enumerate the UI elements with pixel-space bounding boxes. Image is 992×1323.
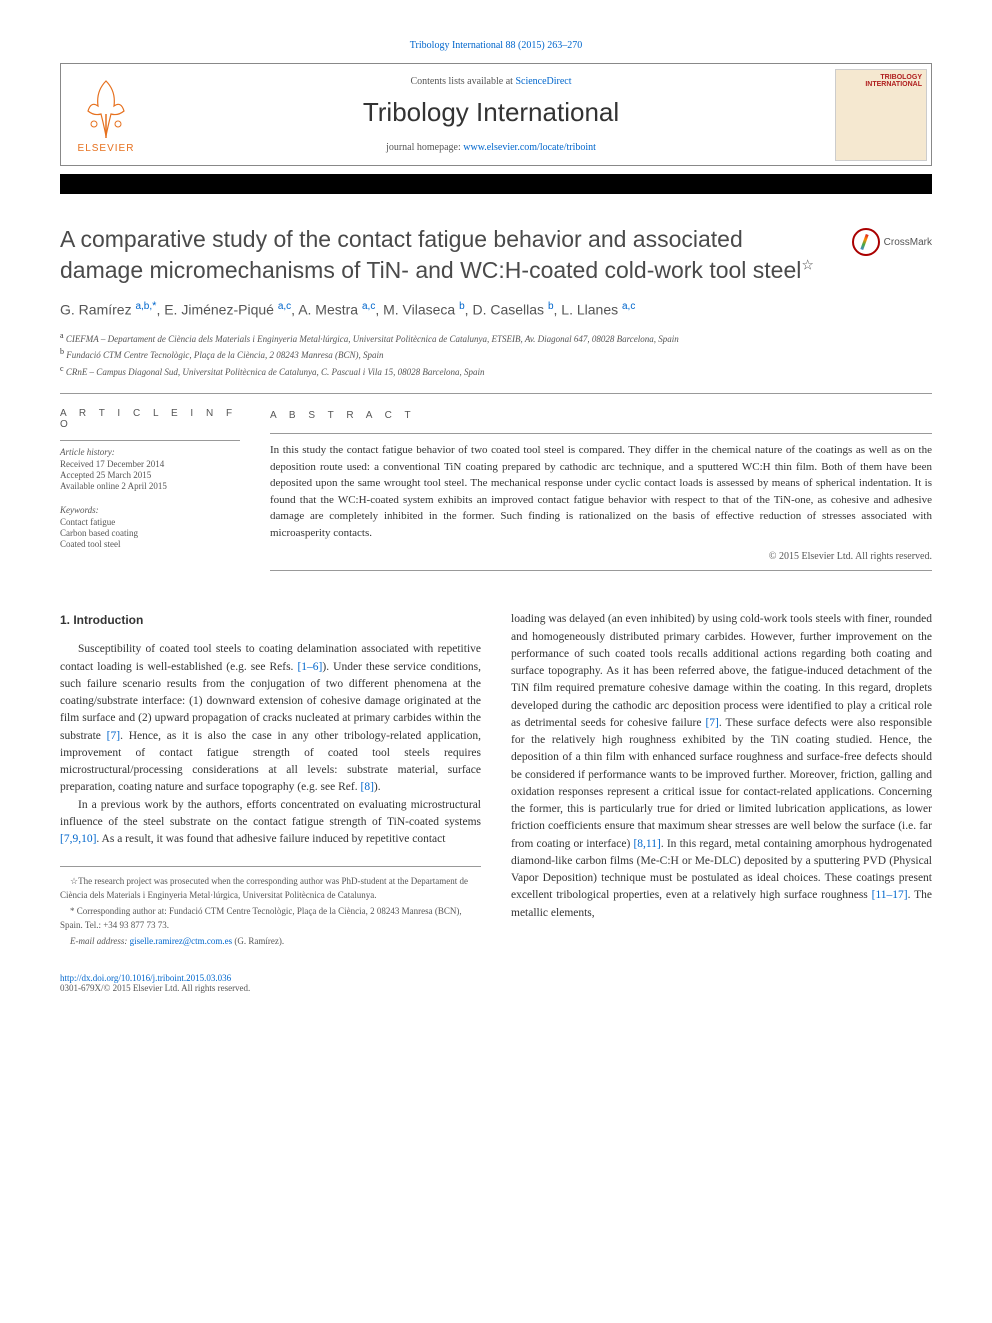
journal-header-box: ELSEVIER Contents lists available at Sci… [60,63,932,166]
black-divider-bar [60,174,932,194]
elsevier-tree-icon [76,76,136,141]
footnote-text: The research project was prosecuted when… [60,876,468,900]
email-suffix: (G. Ramírez). [232,936,284,946]
affiliation-item: b Fundació CTM Centre Tecnològic, Plaça … [60,346,932,363]
author-aff[interactable]: a,c [622,301,635,312]
author-name: E. Jiménez-Piqué [164,302,274,318]
affil-key: a [60,331,64,340]
author-name: A. Mestra [298,302,358,318]
footnote-item: ☆The research project was prosecuted whe… [60,875,481,902]
author-name: G. Ramírez [60,302,132,318]
footnote-item: * Corresponding author at: Fundació CTM … [60,905,481,932]
affil-text: CRnE – Campus Diagonal Sud, Universitat … [66,367,485,377]
affiliation-item: a CIEFMA – Departament de Ciència dels M… [60,330,932,347]
abstract-text: In this study the contact fatigue behavi… [270,442,932,541]
keyword-item: Coated tool steel [60,539,240,549]
footnote-email: E-mail address: giselle.ramirez@ctm.com.… [60,935,481,949]
author-aff[interactable]: b [548,301,554,312]
body-paragraph: In a previous work by the authors, effor… [60,797,481,849]
page-footer: http://dx.doi.org/10.1016/j.triboint.201… [60,973,932,993]
author-name: M. Vilaseca [383,302,455,318]
body-text: In a previous work by the authors, effor… [60,799,481,828]
reference-link[interactable]: [1–6] [297,661,322,673]
abstract-copyright: © 2015 Elsevier Ltd. All rights reserved… [270,549,932,564]
sciencedirect-link[interactable]: ScienceDirect [515,76,571,87]
author-aff[interactable]: a,b, [135,301,152,312]
body-text: . As a result, it was found that adhesiv… [96,833,445,845]
abstract-heading: A B S T R A C T [270,408,932,423]
author-name: L. Llanes [561,302,618,318]
history-line: Available online 2 April 2015 [60,481,240,491]
keyword-item: Carbon based coating [60,528,240,538]
footnote-mark: * [70,906,75,916]
doi-link[interactable]: http://dx.doi.org/10.1016/j.triboint.201… [60,973,231,983]
corresponding-mark[interactable]: * [152,300,156,312]
author-aff[interactable]: a,c [278,301,291,312]
body-text: loading was delayed (an even inhibited) … [511,613,932,729]
article-info-sidebar: A R T I C L E I N F O Article history: R… [60,408,240,571]
affiliation-item: c CRnE – Campus Diagonal Sud, Universita… [60,363,932,380]
section-heading: 1. Introduction [60,611,481,629]
affil-key: b [60,347,64,356]
author-aff[interactable]: a,c [362,301,375,312]
header-middle: Contents lists available at ScienceDirec… [151,64,831,165]
crossmark-label: CrossMark [884,237,932,248]
footnote-text: Corresponding author at: Fundació CTM Ce… [60,906,462,930]
reference-link[interactable]: [8] [360,781,373,793]
cover-title-line2: INTERNATIONAL [865,81,922,88]
footnotes-block: ☆The research project was prosecuted whe… [60,866,481,949]
author-name: D. Casellas [472,302,544,318]
title-footnote-star: ☆ [801,256,814,272]
body-text: ). [374,781,381,793]
crossmark-icon [852,228,880,256]
affil-key: c [60,364,64,373]
author-aff[interactable]: b [459,301,465,312]
author-list: G. Ramírez a,b,*, E. Jiménez-Piqué a,c, … [60,300,932,318]
issn-copyright: 0301-679X/© 2015 Elsevier Ltd. All right… [60,983,932,993]
history-label: Article history: [60,447,240,457]
body-text: . These surface defects were also respon… [511,717,932,850]
contents-available-line: Contents lists available at ScienceDirec… [163,76,819,87]
article-body: 1. Introduction Susceptibility of coated… [60,611,932,949]
body-paragraph: loading was delayed (an even inhibited) … [511,611,932,922]
keyword-item: Contact fatigue [60,517,240,527]
affiliation-list: a CIEFMA – Departament de Ciència dels M… [60,330,932,380]
body-text: . Hence, as it is also the case in any o… [60,730,481,794]
history-line: Accepted 25 March 2015 [60,470,240,480]
contents-prefix: Contents lists available at [410,76,515,87]
top-citation: Tribology International 88 (2015) 263–27… [60,40,932,51]
reference-link[interactable]: [11–17] [872,889,908,901]
journal-homepage-line: journal homepage: www.elsevier.com/locat… [163,142,819,153]
footnote-mark: ☆ [70,876,78,886]
article-title: A comparative study of the contact fatig… [60,224,832,286]
journal-cover-thumb: TRIBOLOGY INTERNATIONAL [831,65,931,165]
journal-url-link[interactable]: www.elsevier.com/locate/triboint [463,142,596,153]
keywords-label: Keywords: [60,505,240,515]
article-info-heading: A R T I C L E I N F O [60,408,240,430]
body-paragraph: Susceptibility of coated tool steels to … [60,641,481,796]
affil-text: Fundació CTM Centre Tecnològic, Plaça de… [66,350,383,360]
elsevier-label: ELSEVIER [78,143,135,154]
history-line: Received 17 December 2014 [60,459,240,469]
article-title-text: A comparative study of the contact fatig… [60,226,801,283]
crossmark-badge[interactable]: CrossMark [852,228,932,256]
reference-link[interactable]: [7] [705,717,718,729]
affil-text: CIEFMA – Departament de Ciència dels Mat… [66,334,679,344]
abstract-block: A B S T R A C T In this study the contac… [270,408,932,571]
journal-name: Tribology International [163,97,819,128]
email-link[interactable]: giselle.ramirez@ctm.com.es [130,936,233,946]
email-label: E-mail address: [70,936,130,946]
elsevier-logo: ELSEVIER [61,65,151,165]
reference-link[interactable]: [8,11] [633,838,660,850]
reference-link[interactable]: [7] [107,730,120,742]
homepage-prefix: journal homepage: [386,142,463,153]
reference-link[interactable]: [7,9,10] [60,833,96,845]
horizontal-rule [60,393,932,394]
cover-title-line1: TRIBOLOGY [880,74,922,81]
